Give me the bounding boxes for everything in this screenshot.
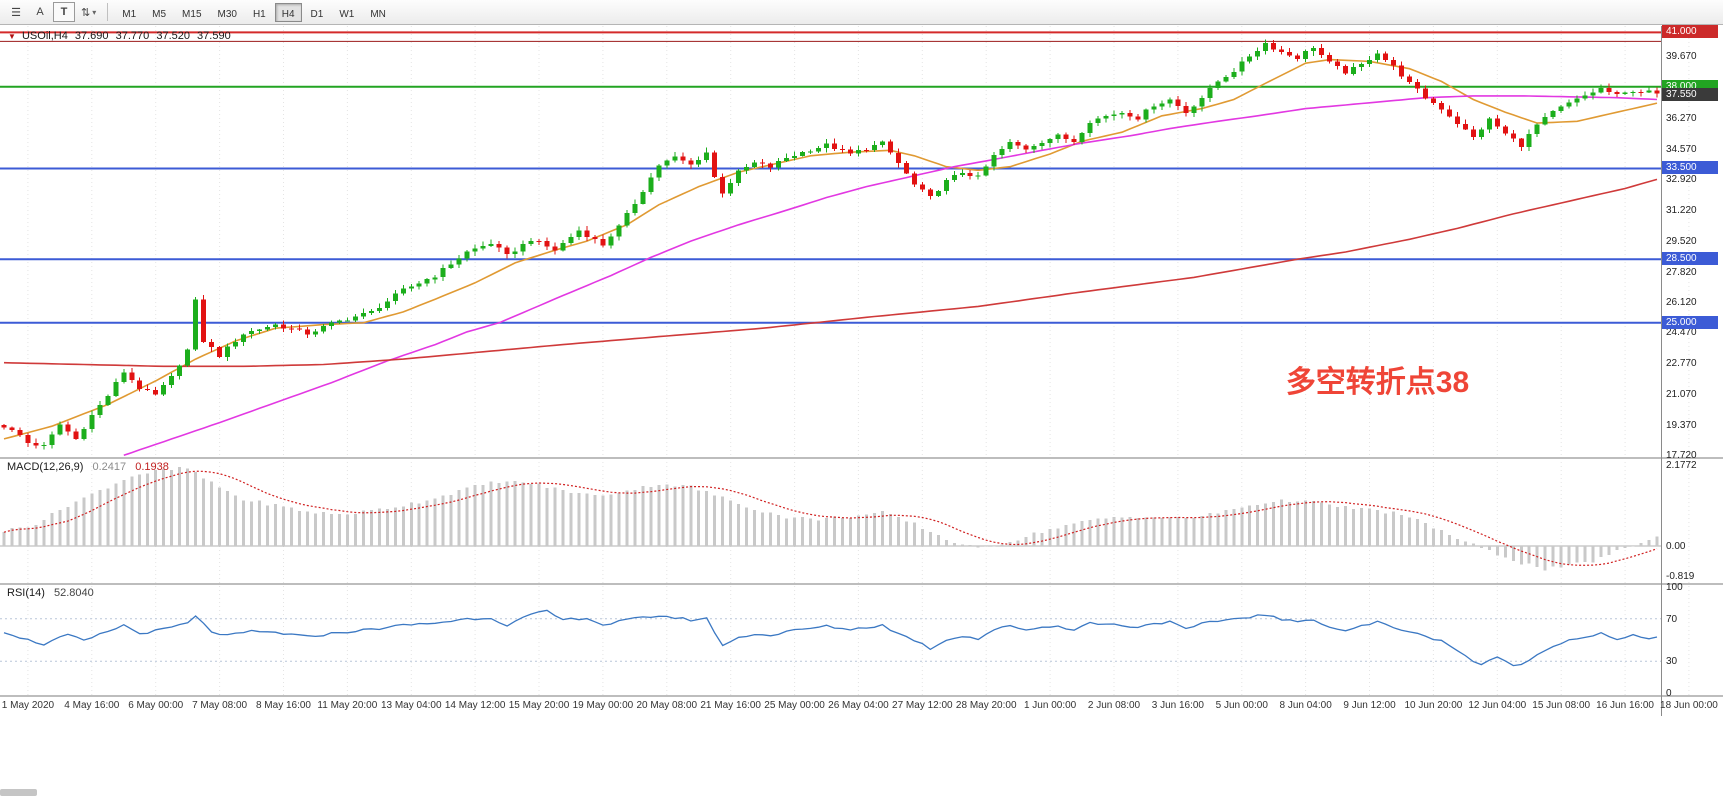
time-axis-label: 1 Jun 00:00: [1023, 700, 1077, 711]
time-axis-label: 15 May 20:00: [508, 700, 570, 711]
time-axis-label: 7 May 08:00: [192, 700, 248, 711]
time-axis-label: 4 May 16:00: [64, 700, 120, 711]
pane-separator-rsi-axis[interactable]: [0, 695, 1723, 697]
ohlc-close: 37.590: [197, 30, 231, 42]
text-tool-button[interactable]: T: [53, 2, 75, 22]
time-axis-label: 8 Jun 04:00: [1279, 700, 1332, 711]
macd-label: MACD(12,26,9): [7, 461, 84, 473]
price-line-badge: 28.500: [1662, 252, 1718, 266]
symbol-name: USOil,H4: [21, 30, 68, 42]
time-axis-label: 16 Jun 16:00: [1596, 700, 1654, 711]
time-axis-label: 26 May 04:00: [828, 700, 889, 711]
price-tick-label: 29.520: [1666, 235, 1697, 247]
toolbar: ☰ A T ⇅ ▾ M1 M5 M15 M30 H1 H4 D1 W1 MN: [0, 0, 1723, 25]
font-tool-button[interactable]: A: [29, 2, 51, 22]
price-tick-label: 17.720: [1666, 449, 1697, 461]
macd-tick-label: 2.1772: [1666, 460, 1697, 472]
timeframe-button-h4[interactable]: H4: [274, 2, 302, 22]
timeframe-button-mn[interactable]: MN: [363, 3, 393, 22]
chart-menu-icon[interactable]: ☰: [5, 2, 27, 22]
pane-separator-main-macd[interactable]: [0, 457, 1723, 459]
price-line-badge: 37.550: [1662, 87, 1718, 101]
time-axis-label: 10 Jun 20:00: [1404, 700, 1463, 711]
price-line-badge: 41.000: [1662, 25, 1718, 39]
ohlc-high: 37.770: [115, 30, 150, 42]
toolbar-separator: [107, 3, 109, 21]
ohlc-open: 37.690: [74, 30, 109, 42]
time-axis-label: 25 May 00:00: [764, 700, 825, 711]
time-axis-label: 8 May 16:00: [255, 700, 312, 711]
time-axis-label: 5 Jun 00:00: [1215, 700, 1268, 711]
pane-separator-macd-rsi[interactable]: [0, 583, 1723, 585]
macd-tick-label: -0.819: [1666, 571, 1695, 583]
price-tick-label: 22.770: [1666, 358, 1697, 370]
rsi-tick-label: 100: [1666, 582, 1683, 594]
macd-signal-value: 0.1938: [135, 461, 169, 473]
rsi-tick-label: 70: [1666, 613, 1678, 625]
timeframe-button-w1[interactable]: W1: [332, 3, 361, 22]
symbol-marker-icon: ▼: [8, 32, 16, 41]
time-axis-label: 9 Jun 12:00: [1343, 700, 1396, 711]
time-axis-label: 18 Jun 00:00: [1660, 700, 1718, 711]
price-tick-label: 26.120: [1666, 297, 1697, 309]
timeframe-button-h1[interactable]: H1: [246, 3, 273, 22]
rsi-label: RSI(14): [7, 587, 45, 599]
price-line-badge: 33.500: [1662, 161, 1718, 175]
price-tick-label: 21.070: [1666, 389, 1697, 401]
time-axis-label: 21 May 16:00: [700, 700, 761, 711]
price-tick-label: 36.270: [1666, 113, 1697, 125]
time-axis-label: 28 May 20:00: [955, 700, 1017, 711]
price-tick-label: 32.920: [1666, 174, 1697, 185]
timeframe-button-m30[interactable]: M30: [211, 3, 244, 22]
arrows-icon: ⇅: [81, 6, 91, 19]
price-tick-label: 34.570: [1666, 144, 1697, 156]
macd-header: MACD(12,26,9) 0.2417 0.1938: [7, 461, 169, 473]
ohlc-low: 37.520: [156, 30, 190, 42]
price-tick-label: 27.820: [1666, 266, 1697, 278]
time-axis-label: 27 May 12:00: [892, 700, 953, 711]
macd-main-value: 0.2417: [92, 461, 127, 473]
time-axis-label: 20 May 08:00: [636, 700, 698, 711]
time-axis-label: 19 May 00:00: [572, 700, 634, 711]
chart-annotation-text[interactable]: 多空转折点38: [1285, 366, 1470, 400]
timeframe-button-m15[interactable]: M15: [175, 3, 208, 22]
crosshair-tool-button[interactable]: ⇅ ▾: [77, 2, 100, 22]
price-tick-label: 39.670: [1666, 51, 1697, 63]
time-axis-label: 13 May 04:00: [380, 700, 442, 711]
rsi-tick-label: 30: [1666, 656, 1678, 668]
time-axis-label: 2 Jun 08:00: [1087, 700, 1141, 711]
time-axis-label: 11 May 20:00: [317, 700, 378, 711]
rsi-tick-label: 0: [1666, 687, 1672, 699]
time-axis-label: 3 Jun 16:00: [1151, 700, 1204, 711]
timeframe-group: M1 M5 M15 M30 H1 H4 D1 W1 MN: [114, 2, 394, 22]
time-axis-label: 12 Jun 04:00: [1468, 700, 1527, 711]
chevron-down-icon: ▾: [92, 7, 97, 17]
time-axis-label: 1 May 2020: [1, 700, 55, 711]
time-axis-label: 15 Jun 08:00: [1532, 700, 1591, 711]
price-tick-label: 31.220: [1666, 204, 1697, 216]
timeframe-button-m5[interactable]: M5: [145, 3, 173, 22]
horizontal-scrollbar-thumb[interactable]: [0, 789, 37, 796]
timeframe-button-d1[interactable]: D1: [304, 3, 331, 22]
symbol-header: ▼ USOil,H4 37.690 37.770 37.520 37.590: [8, 30, 235, 42]
price-line-badge: 25.000: [1662, 315, 1718, 329]
macd-tick-label: 0.00: [1666, 540, 1686, 552]
timeframe-button-m1[interactable]: M1: [115, 3, 143, 22]
rsi-header: RSI(14) 52.8040: [7, 587, 94, 599]
price-tick-label: 24.470: [1666, 327, 1697, 339]
price-axis-border: [1661, 26, 1662, 716]
price-tick-label: 19.370: [1666, 419, 1697, 431]
time-axis-label: 14 May 12:00: [444, 700, 506, 711]
rsi-value: 52.8040: [53, 587, 94, 599]
time-axis-label: 6 May 00:00: [128, 700, 184, 711]
